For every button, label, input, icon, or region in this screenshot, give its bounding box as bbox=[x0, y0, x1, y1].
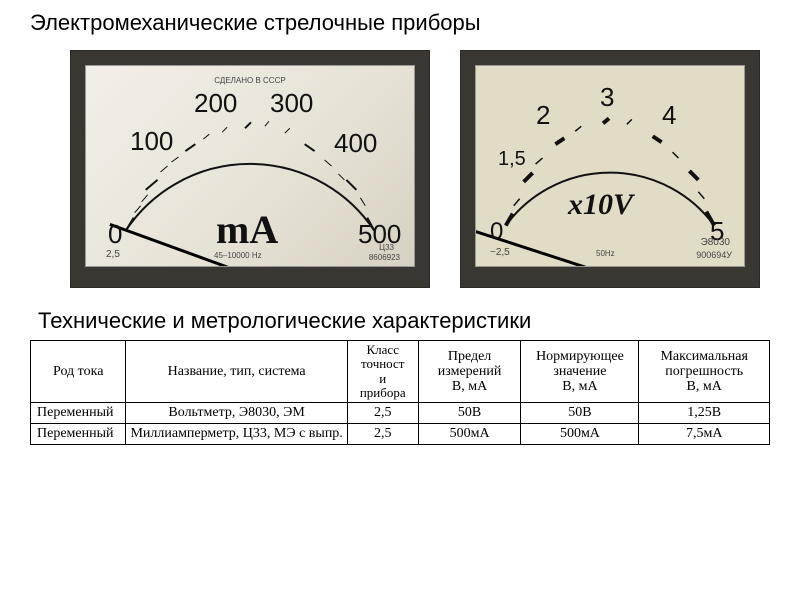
cell: 50В bbox=[521, 403, 639, 424]
spec-table: Род тока Название, тип, система Классточ… bbox=[30, 340, 770, 445]
gauge-b-num-1_5: 1,5 bbox=[498, 148, 526, 171]
gauge-b-num-0: 0 bbox=[490, 218, 503, 246]
cell: Переменный bbox=[31, 403, 126, 424]
gauge-a-model: Ц33 bbox=[379, 243, 394, 252]
cell: 2,5 bbox=[347, 424, 418, 445]
gauge-b-num-3: 3 bbox=[600, 82, 614, 113]
cell: 7,5мА bbox=[639, 424, 770, 445]
th-c4: ПределизмеренийВ, мА bbox=[418, 341, 521, 403]
gauge-b-face: 0 1,5 2 3 4 5 x10V ~2,5 50Hz Э8030 90069… bbox=[475, 65, 745, 267]
gauge-a-range: 45–10000 Hz bbox=[214, 251, 262, 260]
table-row: Переменный Вольтметр, Э8030, ЭМ 2,5 50В … bbox=[31, 403, 770, 424]
gauge-b-serial: 900694У bbox=[696, 250, 732, 260]
cell: Вольтметр, Э8030, ЭМ bbox=[126, 403, 347, 424]
cell: 2,5 bbox=[347, 403, 418, 424]
cell: 50В bbox=[418, 403, 521, 424]
cell: 500мА bbox=[521, 424, 639, 445]
th-c3: Классточностиприбора bbox=[347, 341, 418, 403]
gauge-a-unit: mA bbox=[216, 206, 278, 253]
gauge-a-num-300: 300 bbox=[270, 88, 313, 119]
th-c6: МаксимальнаяпогрешностьВ, мА bbox=[639, 341, 770, 403]
cell: Миллиамперметр, Ц33, МЭ с выпр. bbox=[126, 424, 347, 445]
th-c2: Название, тип, система bbox=[126, 341, 347, 403]
cell: Переменный bbox=[31, 424, 126, 445]
gauge-a-serial: 8606923 bbox=[369, 253, 400, 262]
subtitle: Технические и метрологические характерис… bbox=[38, 308, 770, 334]
gauge-b-num-2: 2 bbox=[536, 100, 550, 131]
page-title: Электромеханические стрелочные приборы bbox=[30, 10, 770, 36]
th-c1: Род тока bbox=[31, 341, 126, 403]
spec-table-head: Род тока Название, тип, система Классточ… bbox=[31, 341, 770, 403]
gauge-b-num-4: 4 bbox=[662, 100, 676, 131]
gauge-b-class: ~2,5 bbox=[490, 247, 510, 258]
instrument-row: СДЕЛАНО В СССР bbox=[70, 50, 770, 288]
gauge-a-num-0: 0 bbox=[108, 219, 122, 250]
gauge-a-num-400: 400 bbox=[334, 128, 377, 159]
gauge-a-face: СДЕЛАНО В СССР bbox=[85, 65, 415, 267]
gauge-a-frame: СДЕЛАНО В СССР bbox=[70, 50, 430, 288]
cell: 500мА bbox=[418, 424, 521, 445]
gauge-a-num-200: 200 bbox=[194, 88, 237, 119]
gauge-b-model: Э8030 bbox=[701, 237, 730, 248]
slide: Электромеханические стрелочные приборы С… bbox=[0, 0, 800, 600]
gauge-a-class: 2,5 bbox=[106, 249, 120, 260]
gauge-b-hz: 50Hz bbox=[596, 249, 615, 258]
th-c5: НормирующеезначениеВ, мА bbox=[521, 341, 639, 403]
cell: 1,25В bbox=[639, 403, 770, 424]
gauge-b-unit: x10V bbox=[568, 188, 633, 222]
gauge-a-num-100: 100 bbox=[130, 126, 173, 157]
table-row: Переменный Миллиамперметр, Ц33, МЭ с вып… bbox=[31, 424, 770, 445]
gauge-b-frame: 0 1,5 2 3 4 5 x10V ~2,5 50Hz Э8030 90069… bbox=[460, 50, 760, 288]
spec-table-body: Переменный Вольтметр, Э8030, ЭМ 2,5 50В … bbox=[31, 403, 770, 445]
